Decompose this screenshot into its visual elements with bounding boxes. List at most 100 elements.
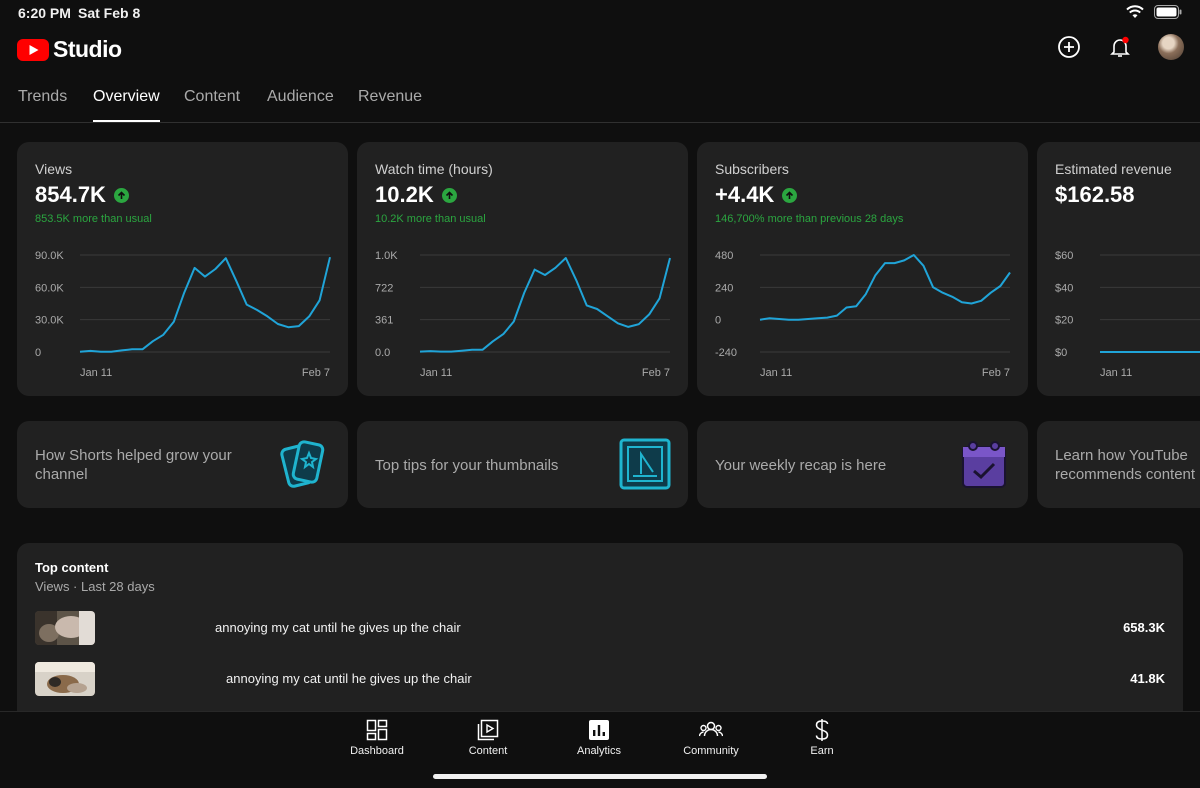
calendar-check-icon bbox=[962, 441, 1006, 488]
status-indicators bbox=[1126, 5, 1182, 19]
metric-delta: 146,700% more than previous 28 days bbox=[715, 213, 904, 225]
metric-value-row: +4.4K bbox=[715, 182, 798, 208]
tip-text: How Shorts helped grow your channel bbox=[35, 446, 232, 484]
tip-line: Your weekly recap is here bbox=[715, 457, 887, 474]
tip-card-thumbnails[interactable]: Top tips for your thumbnails bbox=[357, 421, 688, 508]
tip-card-weekly-recap[interactable]: Your weekly recap is here bbox=[697, 421, 1028, 508]
series-line bbox=[79, 256, 331, 353]
youtube-studio-logo[interactable]: Studio bbox=[17, 36, 122, 63]
y-tick-label: $0 bbox=[1055, 347, 1067, 359]
header-actions bbox=[1056, 34, 1184, 60]
metric-delta: 853.5K more than usual bbox=[35, 213, 152, 225]
y-tick-label: 0.0 bbox=[375, 347, 390, 359]
analytics-icon bbox=[589, 720, 609, 740]
community-icon bbox=[699, 721, 723, 737]
tip-card-recommendations[interactable]: Learn how YouTube recommends content bbox=[1037, 421, 1200, 508]
tab-audience[interactable]: Audience bbox=[267, 88, 334, 105]
content-icon bbox=[477, 719, 499, 741]
create-button[interactable] bbox=[1056, 34, 1082, 60]
tab-revenue[interactable]: Revenue bbox=[358, 88, 423, 105]
revenue-chart: $60 $40 $20 $0 Jan 11 bbox=[1055, 250, 1200, 379]
nav-earn[interactable]: Earn bbox=[777, 718, 867, 757]
home-indicator[interactable] bbox=[433, 774, 767, 779]
y-tick-label: 0 bbox=[35, 347, 41, 359]
bell-icon bbox=[1110, 36, 1130, 57]
metric-value-row: 10.2K bbox=[375, 182, 457, 208]
y-tick-label: 722 bbox=[375, 282, 393, 294]
video-title: annoying my cat until he gives up the ch… bbox=[215, 620, 461, 635]
tip-line: recommends content bbox=[1055, 466, 1196, 483]
top-content-card: Top content Views · Last 28 days annoyin… bbox=[17, 543, 1183, 723]
x-tick-label: Jan 11 bbox=[760, 367, 792, 379]
metric-value: 10.2K bbox=[375, 182, 434, 207]
y-tick-label: 1.0K bbox=[375, 250, 398, 262]
y-tick-label: 240 bbox=[715, 282, 733, 294]
avatar[interactable] bbox=[1158, 34, 1184, 60]
nav-analytics[interactable]: Analytics bbox=[554, 718, 644, 757]
metric-value: 854.7K bbox=[35, 182, 106, 207]
thumbnail-frame-icon bbox=[619, 438, 671, 490]
nav-label: Dashboard bbox=[350, 745, 404, 757]
arrow-up-icon bbox=[113, 187, 129, 203]
subscribers-chart: 480 240 0 -240 Jan 11 Feb 7 bbox=[715, 250, 1011, 379]
metric-value: +4.4K bbox=[715, 182, 775, 207]
tip-card-shorts[interactable]: How Shorts helped grow your channel bbox=[17, 421, 348, 508]
video-title: annoying my cat until he gives up the ch… bbox=[226, 671, 472, 686]
status-time: 6:20 PM bbox=[18, 5, 71, 21]
table-row[interactable]: annoying my cat until he gives up the ch… bbox=[35, 662, 1165, 698]
views-card[interactable]: Views 854.7K 853.5K more than usual 90.0… bbox=[17, 142, 348, 396]
metric-value: $162.58 bbox=[1055, 182, 1135, 207]
table-row[interactable]: annoying my cat until he gives up the ch… bbox=[35, 611, 1165, 647]
metric-value-row: 854.7K bbox=[35, 182, 129, 208]
battery-icon bbox=[1154, 5, 1182, 19]
x-tick-label: Jan 11 bbox=[80, 367, 112, 379]
nav-community[interactable]: Community bbox=[666, 718, 756, 757]
y-tick-label: $40 bbox=[1055, 282, 1073, 294]
x-tick-label: Jan 11 bbox=[420, 367, 452, 379]
tab-trends[interactable]: Trends bbox=[18, 88, 68, 105]
tip-line: channel bbox=[35, 466, 88, 483]
x-tick-label: Jan 11 bbox=[1100, 367, 1132, 379]
revenue-card[interactable]: Estimated revenue $162.58 $60 $40 $20 $0 Jan… bbox=[1037, 142, 1200, 396]
dashboard-icon bbox=[366, 719, 388, 741]
app-title: Studio bbox=[53, 36, 122, 62]
youtube-logo-icon bbox=[17, 38, 49, 61]
tip-text: Top tips for your thumbnails bbox=[375, 456, 558, 475]
nav-dashboard[interactable]: Dashboard bbox=[332, 718, 422, 757]
nav-label: Earn bbox=[810, 745, 834, 757]
tab-content[interactable]: Content bbox=[184, 88, 241, 105]
metric-delta: 10.2K more than usual bbox=[375, 213, 486, 225]
top-content-subtitle: Views · Last 28 days bbox=[35, 579, 155, 594]
subscribers-card[interactable]: Subscribers +4.4K 146,700% more than pre… bbox=[697, 142, 1028, 396]
arrow-up-icon bbox=[441, 187, 457, 203]
y-tick-label: -240 bbox=[715, 347, 737, 359]
nav-label: Analytics bbox=[576, 745, 622, 757]
shorts-cards-icon bbox=[280, 440, 325, 488]
tip-line: Learn how YouTube bbox=[1055, 447, 1188, 464]
series-line bbox=[419, 257, 671, 353]
top-content-title: Top content bbox=[35, 560, 109, 575]
nav-label: Content bbox=[468, 745, 508, 757]
video-views: 658.3K bbox=[1123, 620, 1165, 635]
y-tick-label: 30.0K bbox=[35, 315, 64, 327]
tip-line: How Shorts helped grow your bbox=[35, 447, 232, 464]
tab-overview[interactable]: Overview bbox=[93, 88, 160, 123]
add-circle-icon bbox=[1058, 36, 1080, 58]
watch-time-chart: 1.0K 722 361 0.0 Jan 11 Feb 7 bbox=[375, 250, 671, 379]
y-tick-label: 0 bbox=[715, 315, 721, 327]
status-date: Sat Feb 8 bbox=[78, 5, 141, 21]
y-tick-label: $60 bbox=[1055, 250, 1073, 262]
wifi-icon bbox=[1126, 5, 1144, 18]
status-bar: 6:20 PM Sat Feb 8 bbox=[0, 0, 1200, 26]
nav-content[interactable]: Content bbox=[443, 718, 533, 757]
y-tick-label: 90.0K bbox=[35, 250, 64, 262]
watch-time-card[interactable]: Watch time (hours) 10.2K 10.2K more than… bbox=[357, 142, 688, 396]
video-thumbnail bbox=[35, 662, 95, 696]
metric-label: Estimated revenue bbox=[1055, 161, 1172, 177]
tip-text: Learn how YouTube recommends content bbox=[1055, 446, 1200, 484]
tab-bar: Trends Overview Content Audience Revenue bbox=[0, 78, 1200, 123]
notifications-button[interactable] bbox=[1107, 34, 1133, 60]
metric-label: Subscribers bbox=[715, 161, 789, 177]
nav-label: Community bbox=[683, 745, 739, 757]
tip-text: Your weekly recap is here bbox=[715, 456, 886, 475]
